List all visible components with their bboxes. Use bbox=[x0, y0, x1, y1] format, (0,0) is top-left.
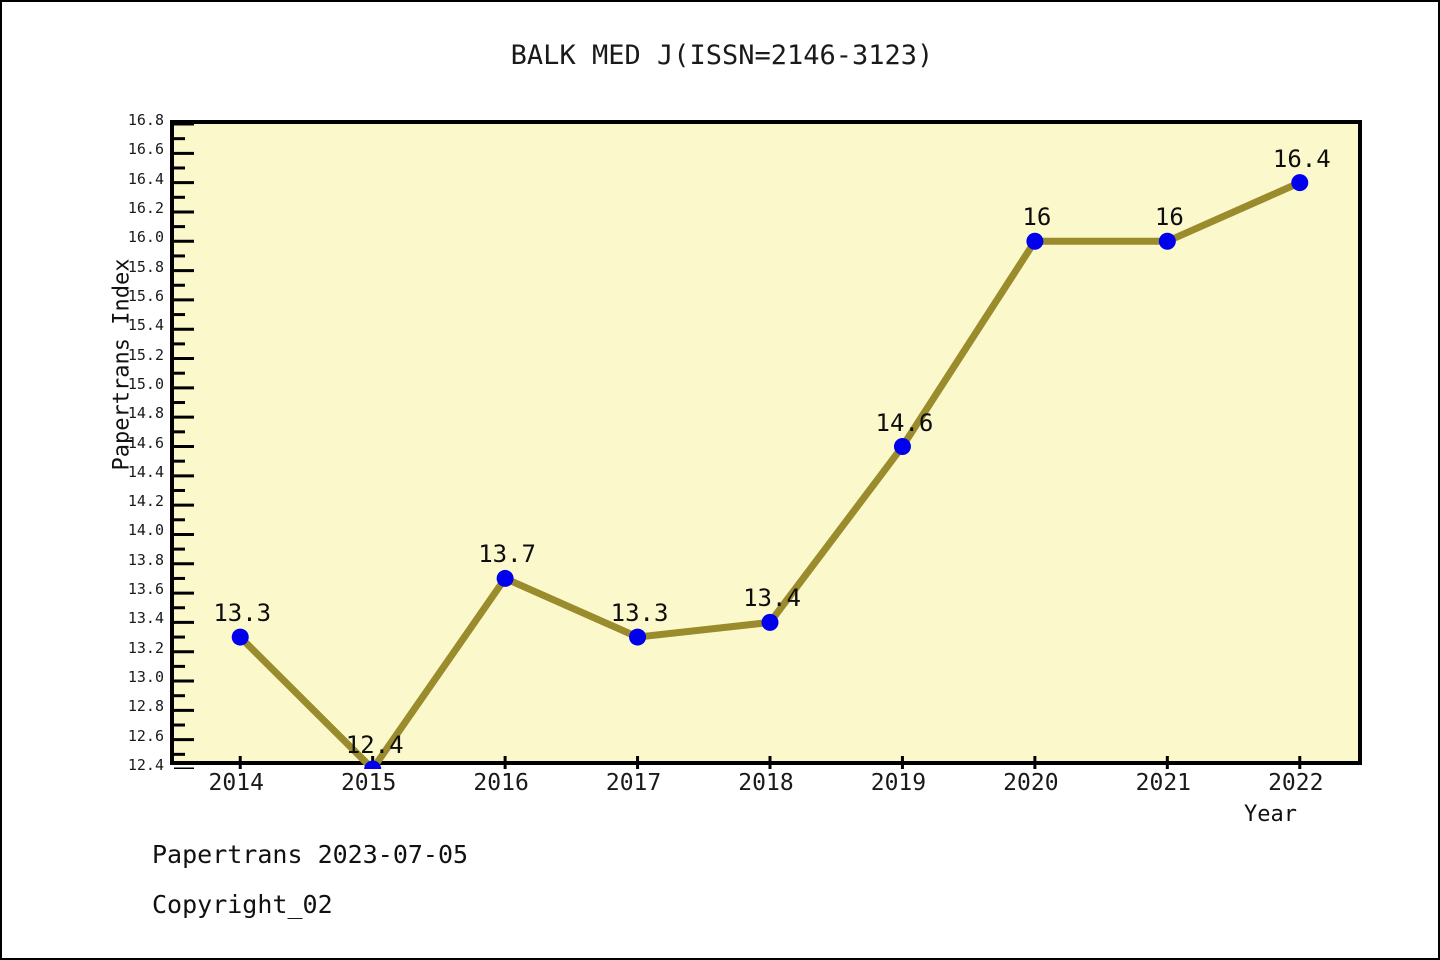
x-axis-ticks bbox=[238, 756, 1302, 769]
footer-date: Papertrans 2023-07-05 bbox=[152, 840, 469, 869]
x-axis-tick-labels: 2014 2015 2016 2017 2018 2019 2020 2021 2022 bbox=[170, 770, 1362, 804]
y-tick-label: 13.0 bbox=[127, 668, 164, 687]
x-tick-label: 2019 bbox=[870, 770, 927, 796]
plot-area bbox=[170, 120, 1362, 769]
y-tick-label: 13.2 bbox=[127, 638, 164, 657]
data-point-label: 13.7 bbox=[478, 540, 537, 569]
data-point-marker bbox=[496, 569, 514, 587]
footer-copyright: Copyright_02 bbox=[152, 890, 333, 919]
x-tick-label: 2016 bbox=[473, 770, 529, 796]
x-tick-label: 2018 bbox=[738, 770, 794, 796]
x-tick-label: 2020 bbox=[1003, 770, 1059, 796]
y-tick-label: 13.6 bbox=[127, 580, 164, 599]
data-point-label: 13.3 bbox=[213, 599, 272, 628]
y-tick-label: 16.2 bbox=[127, 198, 164, 217]
y-tick-label: 15.2 bbox=[127, 345, 164, 364]
x-tick-label: 2014 bbox=[208, 770, 264, 796]
data-point-marker bbox=[1291, 174, 1309, 192]
y-tick-label: 12.8 bbox=[127, 697, 164, 716]
data-series-line bbox=[237, 179, 1302, 769]
y-tick-label: 15.4 bbox=[127, 316, 164, 335]
y-tick-label: 16.0 bbox=[127, 228, 164, 247]
y-tick-label: 14.6 bbox=[127, 433, 164, 452]
data-point-marker bbox=[761, 613, 779, 631]
x-axis-title: Year bbox=[1244, 802, 1297, 827]
data-point-label: 12.4 bbox=[345, 731, 404, 759]
data-point-label: 14.6 bbox=[875, 408, 934, 437]
data-point-label: 16 bbox=[1154, 203, 1184, 232]
x-tick-label: 2021 bbox=[1135, 770, 1192, 796]
y-tick-label: 16.6 bbox=[127, 140, 164, 159]
x-tick-label: 2015 bbox=[340, 770, 397, 796]
y-tick-label: 12.4 bbox=[127, 756, 164, 774]
y-tick-label: 15.8 bbox=[127, 257, 164, 276]
y-axis-tick-labels: 16.8 16.6 16.4 16.2 16.0 15.8 15.6 15.4 15.2 15.0… bbox=[112, 111, 164, 774]
plot-canvas bbox=[174, 124, 1309, 769]
chart-title: BALK MED J(ISSN=2146-3123) bbox=[510, 40, 934, 71]
y-tick-label: 14.4 bbox=[127, 462, 164, 481]
data-point-marker bbox=[893, 438, 911, 455]
y-tick-label: 13.8 bbox=[127, 550, 164, 569]
data-point-label: 13.4 bbox=[743, 584, 801, 613]
y-tick-label: 13.4 bbox=[127, 609, 164, 628]
x-tick-label: 2017 bbox=[605, 770, 662, 796]
data-point-marker bbox=[629, 628, 647, 646]
y-tick-label: 16.8 bbox=[127, 111, 164, 129]
y-tick-label: 15.6 bbox=[127, 286, 164, 305]
y-tick-label: 16.4 bbox=[127, 169, 164, 188]
data-point-marker bbox=[364, 760, 382, 769]
y-axis-ticks bbox=[174, 124, 194, 769]
data-point-marker bbox=[1026, 232, 1044, 250]
x-tick-label: 2022 bbox=[1268, 770, 1324, 796]
y-tick-label: 12.6 bbox=[127, 726, 164, 745]
data-point-label: 16.4 bbox=[1272, 144, 1331, 173]
data-point-marker bbox=[231, 628, 249, 646]
y-tick-label: 14.0 bbox=[127, 521, 164, 540]
y-tick-label: 14.8 bbox=[127, 404, 164, 423]
data-point-label: 16 bbox=[1022, 203, 1052, 232]
y-tick-label: 14.2 bbox=[127, 492, 164, 511]
data-point-marker bbox=[1158, 232, 1176, 250]
y-tick-label: 15.0 bbox=[127, 374, 164, 393]
data-point-label: 13.3 bbox=[610, 599, 669, 628]
data-point-markers bbox=[231, 174, 1309, 769]
